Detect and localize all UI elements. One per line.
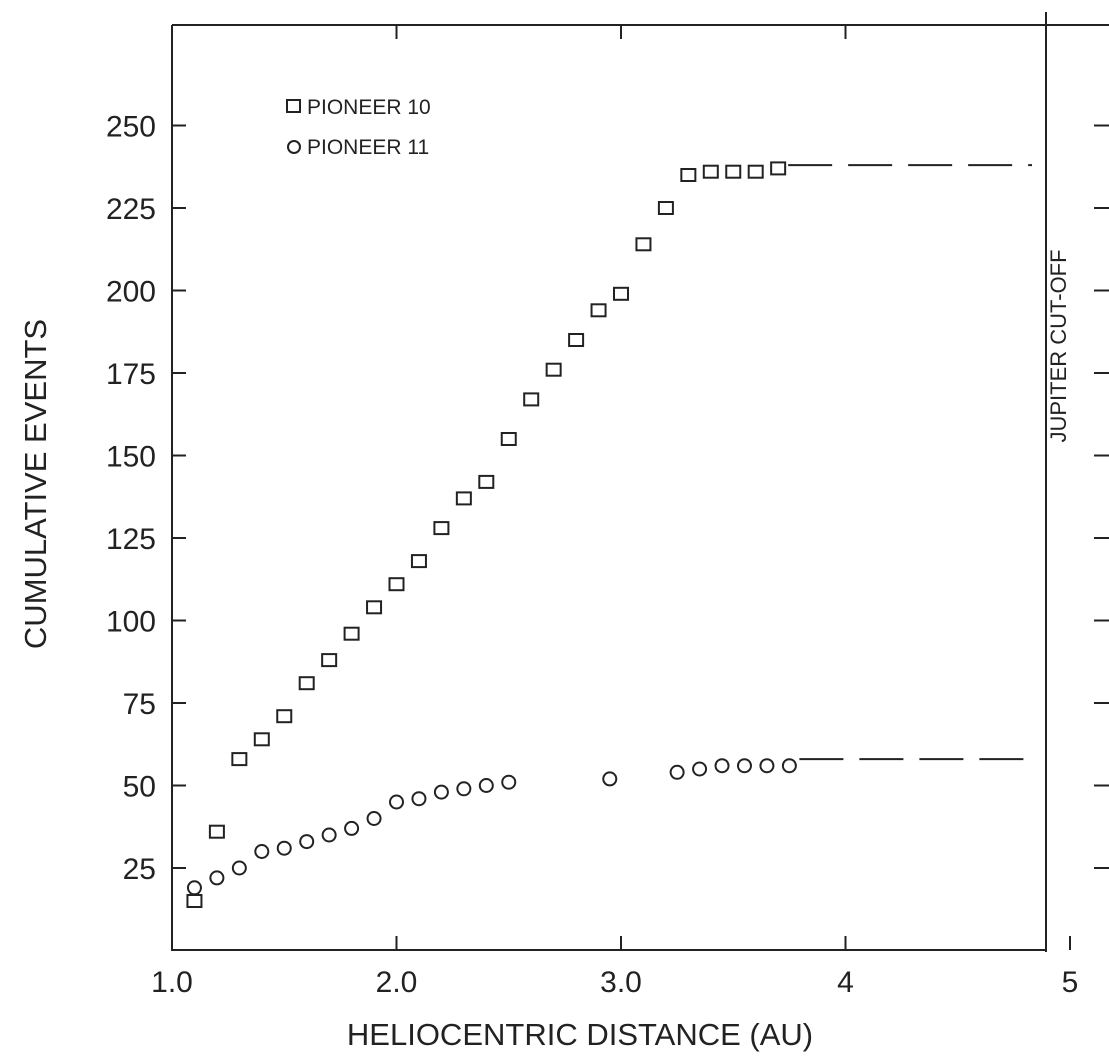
axes-lines <box>171 25 1046 951</box>
data-point-square <box>635 237 652 252</box>
data-point-square <box>231 752 248 767</box>
data-point-square <box>343 626 360 641</box>
legend-label-pioneer-10: PIONEER 10 <box>307 96 431 119</box>
data-point-square <box>590 303 607 318</box>
y-tick-label: 25 <box>123 853 156 886</box>
data-point-square <box>276 709 293 724</box>
data-point-square <box>523 392 540 407</box>
data-point-square <box>702 164 719 179</box>
data-point-square <box>545 362 562 377</box>
y-axis-title: CUMULATIVE EVENTS <box>18 319 53 649</box>
y-tick-label: 250 <box>106 111 156 144</box>
x-axis-title: HELIOCENTRIC DISTANCE (AU) <box>347 1017 813 1052</box>
data-point-square <box>478 474 495 489</box>
data-point-circle <box>781 758 797 774</box>
data-point-square <box>725 164 742 179</box>
data-point-circle <box>254 844 270 859</box>
data-point-circle <box>478 778 494 793</box>
y-tick-label: 125 <box>106 523 156 556</box>
data-point-circle <box>602 771 618 787</box>
data-point-square <box>680 168 697 182</box>
x-tick-label: 1.0 <box>151 966 193 999</box>
series-pioneer-10 <box>186 161 787 908</box>
data-point-circle <box>669 764 685 780</box>
data-point-square <box>568 333 585 347</box>
data-marks <box>186 161 797 908</box>
data-point-square <box>500 432 517 446</box>
data-point-square <box>321 653 338 668</box>
data-point-circle <box>759 758 775 774</box>
data-point-circle <box>321 827 337 843</box>
data-point-square <box>186 894 203 908</box>
tick-labels: 25 50 75 100 125 150 175 200 225 250 1.0 2.0 3.0 4 5 <box>106 111 1078 1000</box>
y-tick-label: 200 <box>106 276 156 309</box>
data-point-circle <box>433 784 449 800</box>
data-point-square <box>388 577 405 592</box>
data-point-circle <box>186 880 202 896</box>
x-tick-label: 3.0 <box>600 966 642 999</box>
legend-label-pioneer-11: PIONEER 11 <box>307 136 429 159</box>
x-tick-label: 2.0 <box>376 966 418 999</box>
data-point-circle <box>344 820 360 836</box>
data-point-circle <box>231 860 247 876</box>
data-point-circle <box>456 781 472 797</box>
y-tick-label: 150 <box>106 441 156 474</box>
data-point-square <box>433 521 450 536</box>
data-point-circle <box>299 834 315 850</box>
data-point-circle <box>389 794 404 810</box>
data-point-circle <box>411 791 427 807</box>
data-point-circle <box>366 811 382 826</box>
y-tick-label: 225 <box>106 193 156 226</box>
y-tick-label: 100 <box>106 606 156 639</box>
legend-square-marker <box>286 99 301 113</box>
data-point-square <box>747 164 764 179</box>
data-point-circle <box>501 774 517 790</box>
data-point-square <box>770 161 787 176</box>
data-point-circle <box>276 840 292 856</box>
data-point-circle <box>736 758 752 774</box>
jupiter-cutoff-annotation: JUPITER CUT-OFF <box>1046 249 1071 442</box>
extrapolation-lines <box>788 164 1032 761</box>
data-point-circle <box>209 870 225 886</box>
axis-ticks <box>171 25 1109 950</box>
data-point-square <box>253 732 270 747</box>
y-tick-label: 50 <box>123 771 156 804</box>
data-point-square <box>298 676 315 691</box>
data-point-square <box>410 554 427 569</box>
x-tick-label: 4 <box>837 966 854 999</box>
legend-circle-marker <box>287 140 301 154</box>
x-tick-label: 5 <box>1062 966 1079 999</box>
y-tick-label: 75 <box>123 688 156 721</box>
data-point-square <box>657 201 674 215</box>
data-point-square <box>455 491 472 506</box>
legend: PIONEER 10 PIONEER 11 <box>286 96 431 159</box>
data-point-square <box>613 286 629 301</box>
data-point-square <box>208 824 225 839</box>
data-point-circle <box>692 761 708 777</box>
series-pioneer-11 <box>186 758 797 896</box>
data-point-circle <box>714 758 730 774</box>
y-tick-label: 175 <box>106 358 156 391</box>
data-point-square <box>366 600 383 615</box>
